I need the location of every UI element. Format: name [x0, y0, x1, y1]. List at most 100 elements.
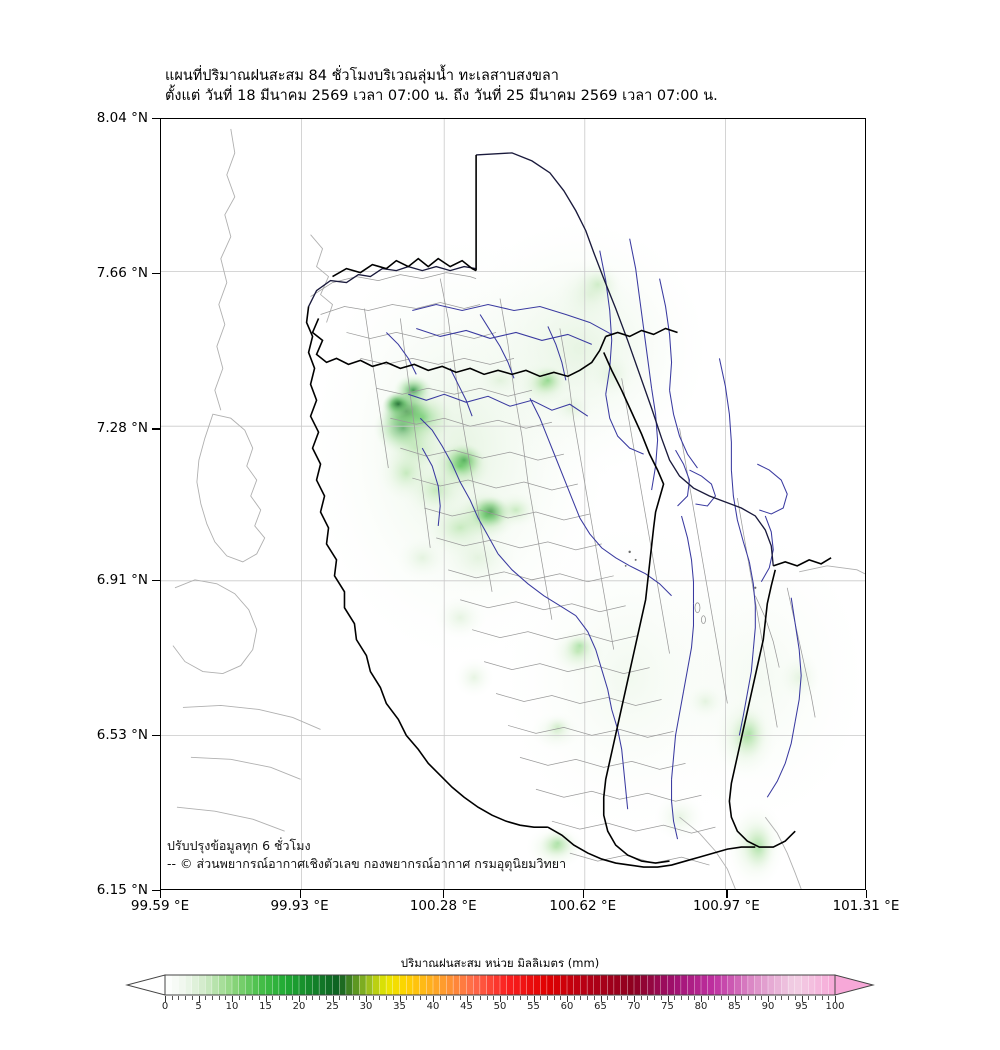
- colorbar-minor-tick: [325, 996, 327, 1000]
- colorbar-minor-tick: [245, 996, 247, 1000]
- colorbar-minor-tick: [372, 996, 374, 1000]
- colorbar-major-tick: [567, 996, 568, 1002]
- y-tick-mark: [152, 428, 160, 430]
- colorbar-tick-label: 80: [694, 1001, 708, 1012]
- x-tick-label: 100.62 °E: [549, 898, 617, 914]
- colorbar-minor-tick: [258, 996, 260, 1000]
- colorbar-minor-tick: [238, 996, 240, 1000]
- colorbar-minor-tick: [546, 996, 548, 1000]
- colorbar-minor-tick: [446, 996, 448, 1000]
- district-boundaries: [310, 272, 816, 866]
- x-tick-mark: [726, 890, 728, 898]
- colorbar-minor-tick: [285, 996, 287, 1000]
- colorbar-tick-label: 0: [161, 1001, 169, 1012]
- colorbar-major-tick: [768, 996, 769, 1002]
- colorbar-tick-label: 95: [795, 1001, 808, 1012]
- colorbar-major-tick: [533, 996, 535, 1002]
- colorbar-minor-tick: [486, 996, 488, 1000]
- colorbar-minor-tick: [426, 996, 428, 1000]
- colorbar-major-tick: [466, 996, 468, 1002]
- colorbar-minor-tick: [707, 996, 709, 1000]
- map-gridlines: [161, 119, 865, 889]
- colorbar-minor-tick: [781, 996, 783, 1000]
- colorbar-minor-tick: [386, 996, 388, 1000]
- colorbar-title: ปริมาณฝนสะสม หน่วย มิลลิเมตร (mm): [400, 956, 600, 970]
- colorbar: ปริมาณฝนสะสม หน่วย มิลลิเมตร (mm) 0 5 10 15…: [0, 955, 1000, 1015]
- colorbar-minor-tick: [687, 996, 689, 1000]
- y-tick-label: 6.91 °N: [96, 571, 148, 588]
- rainfall-map-svg: [161, 119, 865, 889]
- colorbar-minor-tick: [747, 996, 749, 1000]
- footnote-line-2: -- © ส่วนพยากรณ์อากาศเชิงตัวเลข กองพยากร…: [167, 856, 567, 871]
- y-tick-label: 6.15 °N: [96, 882, 148, 898]
- colorbar-minor-tick: [319, 996, 321, 1000]
- colorbar-tick-label: 75: [661, 1001, 674, 1012]
- colorbar-major-tick: [265, 996, 267, 1002]
- colorbar-minor-tick: [392, 996, 394, 1000]
- chart-title-block: แผนที่ปริมาณฝนสะสม 84 ชั่วโมงบริเวณลุ่มน…: [165, 66, 925, 106]
- colorbar-minor-tick: [352, 996, 354, 1000]
- colorbar-minor-tick: [620, 996, 622, 1000]
- colorbar-minor-tick: [714, 996, 716, 1000]
- map-plot-area[interactable]: ปรับปรุงข้อมูลทุก 6 ชั่วโมง -- © ส่วนพยา…: [160, 118, 866, 890]
- x-tick-label: 99.93 °E: [270, 898, 329, 914]
- colorbar-major-tick: [198, 996, 200, 1002]
- colorbar-minor-tick: [774, 996, 776, 1000]
- colorbar-major-tick: [667, 996, 669, 1002]
- colorbar-minor-tick: [506, 996, 508, 1000]
- title-line-2: ตั้งแต่ วันที่ 18 มีนาคม 2569 เวลา 07:00…: [165, 88, 718, 104]
- colorbar-minor-tick: [252, 996, 254, 1000]
- colorbar-minor-tick: [553, 996, 555, 1000]
- colorbar-major-tick: [299, 996, 300, 1002]
- colorbar-minor-tick: [412, 996, 414, 1000]
- colorbar-minor-tick: [660, 996, 662, 1000]
- colorbar-minor-tick: [627, 996, 629, 1000]
- coastline-layer: [172, 128, 865, 889]
- title-line-1: แผนที่ปริมาณฝนสะสม 84 ชั่วโมงบริเวณลุ่มน…: [165, 68, 559, 84]
- y-tick-label: 8.04 °N: [96, 110, 148, 126]
- colorbar-minor-tick: [526, 996, 528, 1000]
- colorbar-major-tick: [165, 996, 166, 1002]
- x-tick-label: 99.59 °E: [130, 898, 190, 914]
- colorbar-tick-label: 10: [225, 1001, 239, 1012]
- x-tick-label: 100.28 °E: [409, 898, 477, 914]
- colorbar-minor-tick: [741, 996, 743, 1000]
- colorbar-major-tick: [500, 996, 501, 1002]
- colorbar-tick-label: 15: [259, 1001, 272, 1012]
- colorbar-tick-label: 20: [292, 1001, 306, 1012]
- colorbar-minor-tick: [674, 996, 676, 1000]
- colorbar-major-tick: [600, 996, 602, 1002]
- x-tick-label: 100.97 °E: [693, 898, 760, 914]
- colorbar-strip[interactable]: [125, 974, 875, 996]
- colorbar-minor-tick: [171, 996, 173, 1000]
- colorbar-minor-tick: [654, 996, 656, 1000]
- colorbar-tick-label: 85: [728, 1001, 741, 1012]
- colorbar-minor-tick: [587, 996, 589, 1000]
- colorbar-minor-tick: [680, 996, 682, 1000]
- colorbar-tick-label: 40: [426, 1001, 440, 1012]
- colorbar-major-tick: [634, 996, 635, 1002]
- y-tick-mark: [152, 890, 160, 892]
- colorbar-tick-label: 100: [825, 1001, 845, 1012]
- colorbar-minor-tick: [721, 996, 723, 1000]
- x-tick-mark: [299, 890, 301, 898]
- colorbar-tick-label: 50: [493, 1001, 507, 1012]
- colorbar-tick-label: 30: [359, 1001, 373, 1012]
- colorbar-minor-tick: [218, 996, 220, 1000]
- colorbar-minor-tick: [821, 996, 823, 1000]
- colorbar-minor-tick: [185, 996, 187, 1000]
- x-tick-mark: [582, 890, 584, 898]
- colorbar-major-tick: [701, 996, 702, 1002]
- province-boundaries: [307, 152, 774, 566]
- colorbar-minor-tick: [211, 996, 213, 1000]
- x-tick-mark: [866, 890, 868, 898]
- colorbar-minor-tick: [205, 996, 207, 1000]
- colorbar-minor-tick: [345, 996, 347, 1000]
- colorbar-major-tick: [366, 996, 367, 1002]
- colorbar-minor-tick: [479, 996, 481, 1000]
- colorbar-gradient: [125, 974, 875, 996]
- y-tick-label: 7.28 °N: [96, 420, 148, 437]
- colorbar-minor-tick: [573, 996, 575, 1000]
- colorbar-minor-tick: [814, 996, 816, 1000]
